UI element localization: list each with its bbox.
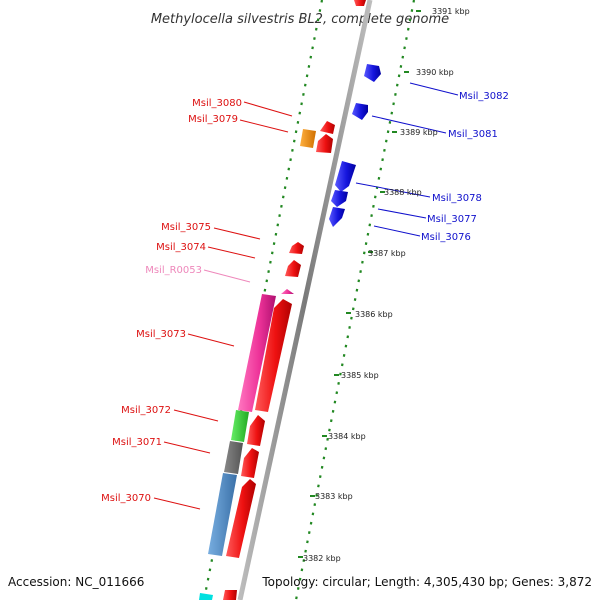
feature-msil-3072-green[interactable] [231, 410, 249, 442]
tick-label-3390: 3390 kbp [416, 68, 454, 77]
feature-msil-r0053-pink-bar[interactable] [238, 294, 276, 412]
gene-labels: Msil_3082 Msil_3081 Msil_3078 Msil_3077 … [101, 91, 509, 504]
tick-label-3382: 3382 kbp [303, 554, 341, 563]
gene-msil-3074[interactable] [285, 260, 301, 277]
gene-msil-3077[interactable] [331, 190, 348, 207]
label-msil-3074[interactable]: Msil_3074 [156, 242, 206, 253]
label-msil-3079[interactable]: Msil_3079 [188, 114, 238, 125]
leader-msil-3077 [377, 208, 427, 219]
leader-msil-3078 [355, 182, 431, 198]
gene-msil-3082[interactable] [364, 64, 381, 82]
dotted-rings [202, 0, 416, 600]
gene-msil-3078[interactable] [335, 161, 356, 192]
label-leader-lines [153, 82, 459, 510]
leader-msil-3079 [239, 119, 289, 133]
forward-strand-genes [223, 121, 335, 600]
tick-label-3387: 3387 kbp [368, 249, 406, 258]
leader-msil-3075 [213, 227, 261, 240]
reverse-strand-genes [329, 0, 381, 227]
tick-label-3385: 3385 kbp [341, 371, 379, 380]
leader-msil-3080 [243, 101, 293, 117]
feature-bottom-cyan[interactable] [199, 593, 213, 600]
leader-msil-3082 [409, 82, 459, 96]
gene-msil-3075[interactable] [289, 242, 304, 254]
gene-msil-r0053[interactable] [281, 289, 294, 294]
gene-msil-3076[interactable] [329, 207, 345, 227]
gene-msil-3081[interactable] [352, 103, 368, 120]
label-msil-3070[interactable]: Msil_3070 [101, 493, 151, 504]
label-msil-3080[interactable]: Msil_3080 [192, 98, 242, 109]
gene-msil-3070[interactable] [226, 479, 256, 558]
accession-text: Accession: NC_011666 [8, 575, 144, 589]
gene-msil-3079[interactable] [316, 134, 333, 153]
label-msil-3076[interactable]: Msil_3076 [421, 232, 471, 243]
label-msil-3075[interactable]: Msil_3075 [161, 222, 211, 233]
kbp-tick-marks [298, 10, 421, 558]
gene-msil-3080[interactable] [320, 121, 335, 134]
label-msil-3077[interactable]: Msil_3077 [427, 214, 477, 225]
gene-bottom-partial[interactable] [223, 590, 237, 600]
kbp-tick-labels: 3391 kbp 3390 kbp 3389 kbp 3388 kbp 3387… [303, 7, 470, 563]
label-msil-r0053[interactable]: Msil_R0053 [145, 265, 202, 276]
label-msil-3082[interactable]: Msil_3082 [459, 91, 509, 102]
tick-label-3391: 3391 kbp [432, 7, 470, 16]
gene-msil-3071[interactable] [241, 448, 259, 478]
label-msil-3071[interactable]: Msil_3071 [112, 437, 162, 448]
feature-msil-3071-gray[interactable] [224, 441, 243, 474]
label-msil-3073[interactable]: Msil_3073 [136, 329, 186, 340]
leader-msil-r0053 [203, 269, 251, 283]
gene-msil-3073[interactable] [255, 299, 292, 412]
tick-label-3389: 3389 kbp [400, 128, 438, 137]
leader-msil-3071 [163, 441, 211, 454]
tick-label-3386: 3386 kbp [355, 310, 393, 319]
label-msil-3081[interactable]: Msil_3081 [448, 129, 498, 140]
label-msil-3072[interactable]: Msil_3072 [121, 405, 171, 416]
feature-msil-3079-orange[interactable] [300, 129, 316, 148]
genome-backbone [237, 0, 373, 600]
tick-label-3383: 3383 kbp [315, 492, 353, 501]
right-dotted-ring [294, 0, 416, 600]
tick-label-3388: 3388 kbp [384, 188, 422, 197]
gene-top-partial[interactable] [354, 0, 366, 6]
feature-track [199, 129, 316, 600]
leader-msil-3072 [173, 409, 219, 422]
leader-msil-3081 [371, 115, 447, 134]
leader-msil-3073 [187, 333, 235, 347]
gene-msil-3072[interactable] [247, 415, 265, 446]
leader-msil-3070 [153, 497, 201, 510]
tick-label-3384: 3384 kbp [328, 432, 366, 441]
leader-msil-3074 [207, 246, 256, 259]
genome-summary-text: Topology: circular; Length: 4,305,430 bp… [261, 575, 592, 589]
label-msil-3078[interactable]: Msil_3078 [432, 193, 482, 204]
leader-msil-3076 [373, 225, 421, 237]
feature-msil-3070-steelblue[interactable] [208, 473, 237, 556]
map-title: Methylocella silvestris BL2, complete ge… [151, 12, 449, 27]
